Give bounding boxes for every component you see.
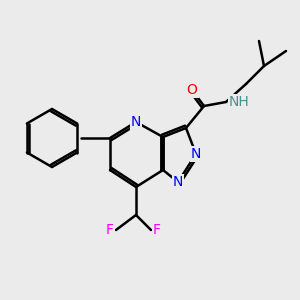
Text: N: N: [191, 147, 201, 161]
Text: F: F: [106, 223, 114, 237]
Text: NH: NH: [229, 95, 250, 109]
Text: N: N: [131, 115, 141, 129]
Text: N: N: [173, 175, 183, 189]
Text: F: F: [153, 223, 161, 237]
Text: O: O: [187, 83, 197, 97]
